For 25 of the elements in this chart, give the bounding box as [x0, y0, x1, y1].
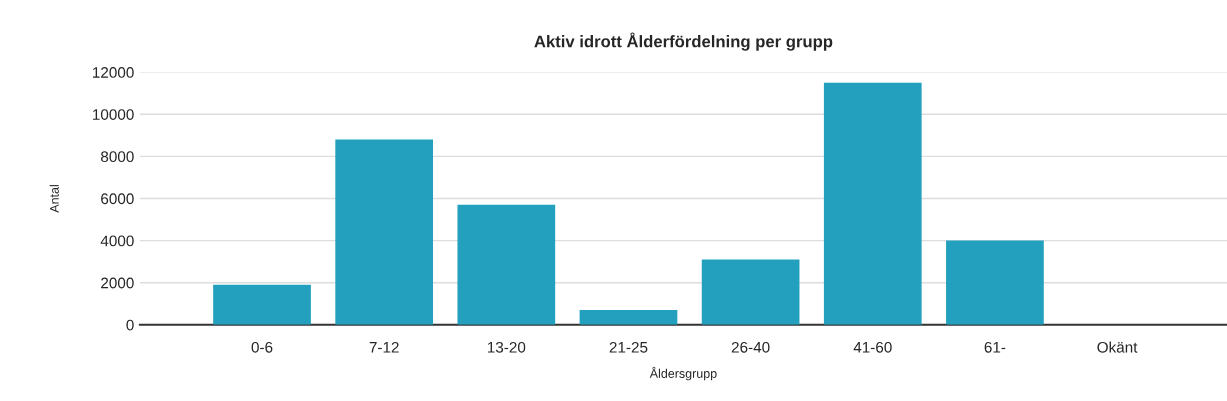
- bar: [213, 284, 311, 325]
- x-tick-label: 13-20: [487, 341, 526, 353]
- bar: [579, 310, 678, 325]
- bar: [823, 82, 922, 325]
- x-tick-label: 41-60: [853, 341, 892, 353]
- x-tick-label: 26-40: [731, 341, 770, 353]
- y-tick-label: 8000: [101, 151, 134, 163]
- x-tick-label: 61-: [984, 341, 1006, 353]
- x-tick-label: Okänt: [1097, 341, 1138, 353]
- x-tick-label: 0-6: [251, 341, 273, 353]
- y-tick-label: 12000: [93, 67, 134, 78]
- chart-title: Aktiv idrott Ålderfördelning per grupp: [534, 32, 833, 51]
- bar: [701, 259, 800, 325]
- y-tick-label: 10000: [93, 109, 134, 120]
- x-axis-title: Åldersgrupp: [649, 366, 717, 381]
- y-tick-label: 4000: [100, 235, 134, 247]
- x-tick-label: 21-25: [609, 341, 648, 353]
- y-axis-title: Antal: [49, 185, 59, 213]
- y-tick-label: 6000: [101, 193, 134, 205]
- bar: [335, 139, 434, 325]
- bar: [457, 204, 556, 325]
- bar: [946, 240, 1044, 325]
- y-tick-label: 2000: [101, 277, 134, 289]
- x-tick-label: 7-12: [369, 341, 399, 353]
- y-tick-label: 0: [126, 319, 134, 331]
